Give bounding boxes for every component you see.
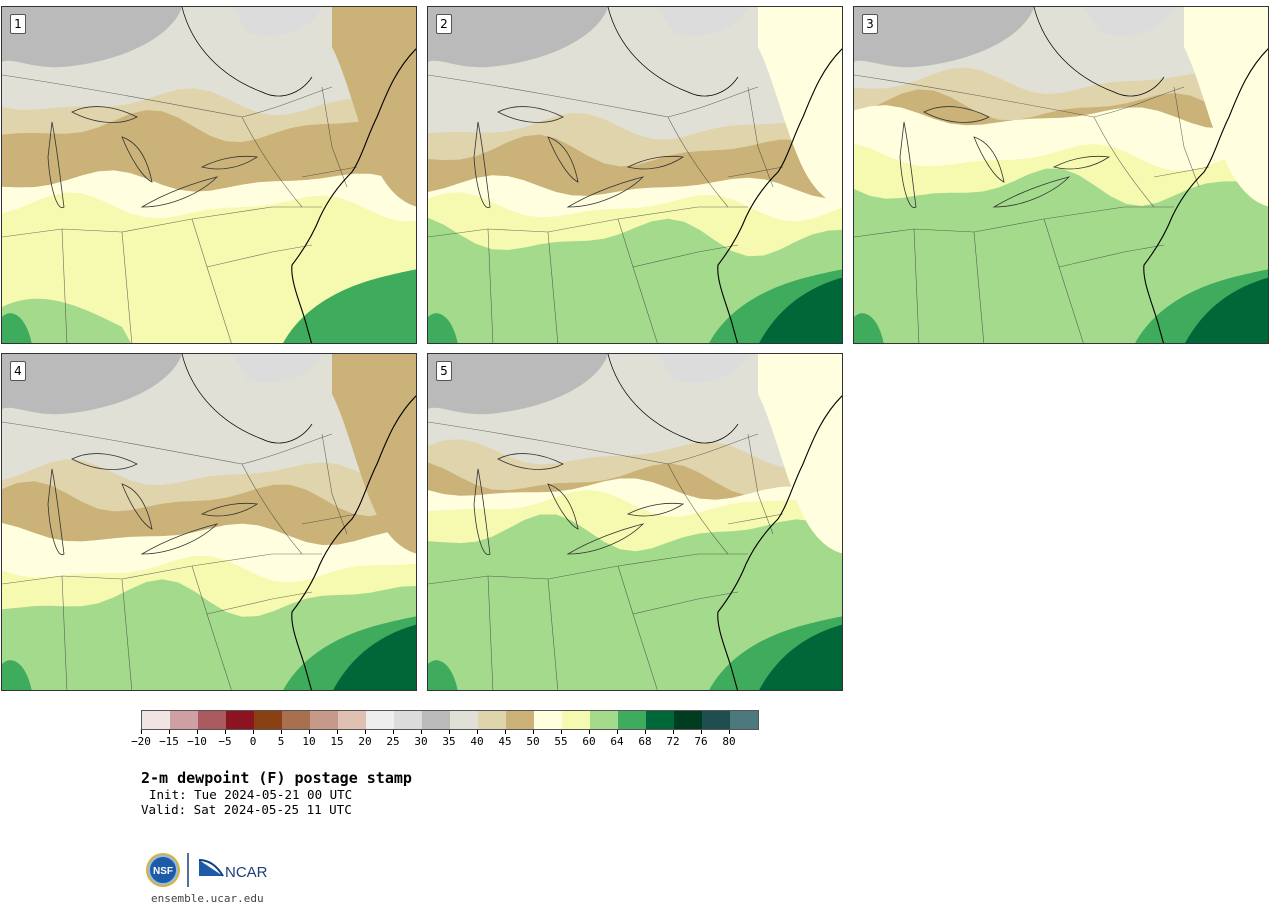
color-scale-bar	[141, 710, 759, 730]
init-time: Init: Tue 2024-05-21 00 UTC	[149, 787, 353, 802]
tick-label: 50	[526, 735, 540, 748]
valid-time: Valid: Sat 2024-05-25 11 UTC	[141, 802, 352, 817]
tick-mark	[393, 730, 394, 734]
tick-mark	[337, 730, 338, 734]
panel-number: 1	[10, 14, 26, 34]
tick-mark	[169, 730, 170, 734]
color-swatch	[562, 711, 590, 729]
tick-mark	[701, 730, 702, 734]
tick-label: 60	[582, 735, 596, 748]
panel-number: 4	[10, 361, 26, 381]
tick-mark	[197, 730, 198, 734]
tick-label: 5	[277, 735, 285, 748]
color-swatch	[730, 711, 758, 729]
map-panel-2: 2	[427, 6, 843, 344]
color-swatch	[310, 711, 338, 729]
grey-region	[2, 354, 182, 415]
tick-label: 35	[442, 735, 456, 748]
color-swatch	[422, 711, 450, 729]
color-swatch	[254, 711, 282, 729]
color-swatch	[506, 711, 534, 729]
tick-label: 80	[722, 735, 736, 748]
color-swatch	[478, 711, 506, 729]
dewpoint-map-1	[2, 7, 416, 343]
tick-label: 30	[414, 735, 428, 748]
tick-label: −5	[218, 735, 232, 748]
tick-label: 45	[498, 735, 512, 748]
color-swatch	[674, 711, 702, 729]
color-swatch	[646, 711, 674, 729]
color-swatch	[450, 711, 478, 729]
color-swatch	[702, 711, 730, 729]
tick-label: −15	[159, 735, 179, 748]
dewpoint-map-4	[2, 354, 416, 690]
product-title: 2-m dewpoint (F) postage stamp	[141, 769, 412, 787]
tick-mark	[477, 730, 478, 734]
map-panel-4: 4	[1, 353, 417, 691]
color-swatch	[338, 711, 366, 729]
ncar-logo-text: NCAR	[225, 864, 268, 881]
tick-mark	[589, 730, 590, 734]
dewpoint-map-5	[428, 354, 842, 690]
tick-mark	[533, 730, 534, 734]
nsf-ncar-logo: NSF NCAR	[146, 853, 268, 887]
tick-label: 20	[358, 735, 372, 748]
color-swatch	[282, 711, 310, 729]
tick-label: 76	[694, 735, 708, 748]
grey-region	[2, 7, 182, 68]
color-swatch	[142, 711, 170, 729]
map-panel-5: 5	[427, 353, 843, 691]
color-swatch	[198, 711, 226, 729]
tick-label: 40	[470, 735, 484, 748]
tick-mark	[561, 730, 562, 734]
tick-mark	[421, 730, 422, 734]
tick-mark	[673, 730, 674, 734]
tick-mark	[505, 730, 506, 734]
tick-mark	[449, 730, 450, 734]
tick-label: 25	[386, 735, 400, 748]
tick-label: −10	[187, 735, 207, 748]
tick-mark	[365, 730, 366, 734]
map-panel-3: 3	[853, 6, 1269, 344]
nsf-logo-text: NSF	[153, 866, 173, 877]
tick-mark	[253, 730, 254, 734]
color-swatch	[618, 711, 646, 729]
tick-mark	[729, 730, 730, 734]
tick-mark	[645, 730, 646, 734]
tick-label: 64	[610, 735, 624, 748]
grey-region	[428, 7, 608, 68]
tick-label: −20	[131, 735, 151, 748]
tick-mark	[141, 730, 142, 734]
panel-number: 3	[862, 14, 878, 34]
color-swatch	[394, 711, 422, 729]
grey-region	[854, 7, 1034, 68]
tick-label: 68	[638, 735, 652, 748]
tick-label: 15	[330, 735, 344, 748]
color-swatch	[366, 711, 394, 729]
color-swatch	[170, 711, 198, 729]
tick-label: 55	[554, 735, 568, 748]
grey-region	[428, 354, 608, 415]
tick-label: 0	[249, 735, 257, 748]
color-scale-ticks: −20 −15 −10 −5 0 5 10 15 20 25 30 35 40 45 50 55 60 64 68 7…	[131, 730, 755, 754]
tick-mark	[281, 730, 282, 734]
tick-label: 10	[302, 735, 316, 748]
tick-mark	[225, 730, 226, 734]
panel-number: 2	[436, 14, 452, 34]
color-swatch	[534, 711, 562, 729]
tick-label: 72	[666, 735, 680, 748]
tick-mark	[309, 730, 310, 734]
dewpoint-map-2	[428, 7, 842, 343]
map-panel-1: 1	[1, 6, 417, 344]
dewpoint-map-3	[854, 7, 1268, 343]
tick-mark	[617, 730, 618, 734]
website-link[interactable]: ensemble.ucar.edu	[151, 892, 264, 905]
color-swatch	[226, 711, 254, 729]
panel-number: 5	[436, 361, 452, 381]
color-swatch	[590, 711, 618, 729]
